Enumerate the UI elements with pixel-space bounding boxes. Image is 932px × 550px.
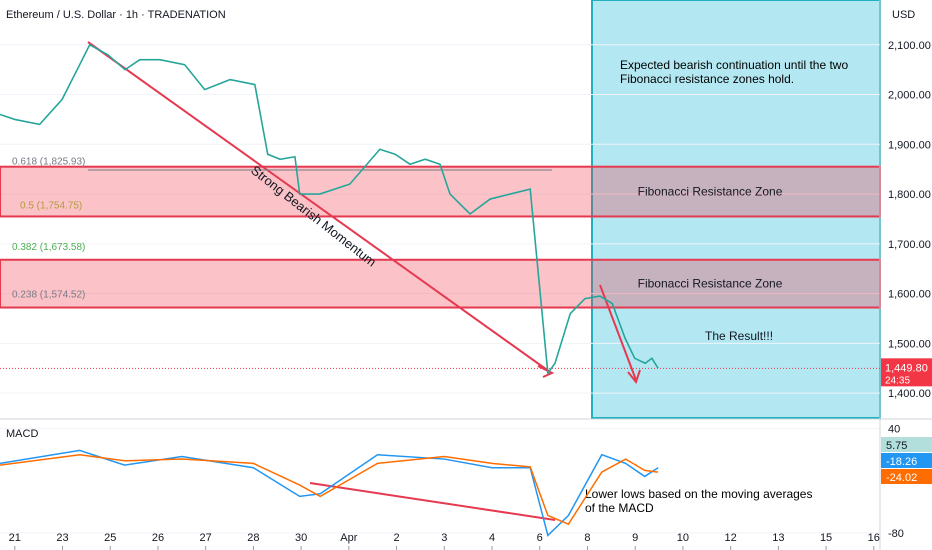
x-tick-label: 13 [772, 532, 784, 544]
y-tick-label: 2,100.00 [888, 40, 931, 52]
note: Expected bearish continuation until the … [620, 58, 849, 86]
x-tick-label: Apr [340, 532, 357, 544]
x-tick-label: 12 [725, 532, 737, 544]
y-tick-label: 1,400.00 [888, 388, 931, 400]
arrow [87, 41, 551, 373]
price-tag [881, 358, 932, 387]
x-tick-label: 21 [9, 532, 21, 544]
y-tick-label: 1,700.00 [888, 239, 931, 251]
fib-label: 0.618 (1,825.93) [12, 157, 85, 168]
fib-label: 0.5 (1,754.75) [20, 200, 82, 211]
projection-box [591, 0, 881, 419]
x-tick-label: 23 [56, 532, 68, 544]
x-tick-label: 9 [632, 532, 638, 544]
y-tick-label: 1,900.00 [888, 139, 931, 151]
title: Ethereum / U.S. Dollar · 1h · TRADENATIO… [6, 9, 226, 21]
price-tag-label: 1,449.80 [885, 362, 928, 374]
y-tick-label: 40 [888, 424, 900, 436]
fib-zone [0, 258, 881, 309]
value-tag-label: -18.26 [886, 456, 917, 468]
annotation: The Result!!! [705, 329, 773, 343]
x-tick-label: 25 [104, 532, 116, 544]
zone-label: Fibonacci Resistance Zone [638, 185, 783, 199]
x-tick-label: 26 [152, 532, 164, 544]
y-tick-label: 1,500.00 [888, 338, 931, 350]
y-tick-label: 2,000.00 [888, 90, 931, 102]
x-tick-label: 2 [394, 532, 400, 544]
macd-title: MACD [6, 428, 38, 440]
series-line [0, 449, 659, 537]
x-tick-label: 8 [584, 532, 590, 544]
x-tick-label: 30 [295, 532, 307, 544]
arrow-head [537, 365, 555, 378]
arrow [309, 482, 556, 521]
series-line [0, 453, 659, 526]
x-tick-label: 3 [441, 532, 447, 544]
value-tag [881, 437, 932, 452]
x-tick-label: 15 [820, 532, 832, 544]
fib-label: 0.382 (1,673.58) [12, 242, 85, 253]
x-tick-label: 28 [247, 532, 259, 544]
fib-zone [0, 165, 881, 218]
fib-label: 0.238 (1,574.52) [12, 290, 85, 301]
note-text: Expected bearish continuation until the … [620, 58, 849, 86]
note-text: Lower lows based on the moving averages … [585, 487, 813, 515]
arrow-head [627, 369, 641, 385]
y-tick-label: 1,600.00 [888, 289, 931, 301]
countdown: 24:35 [885, 375, 910, 386]
x-tick-label: 10 [677, 532, 689, 544]
x-tick-label: 4 [489, 532, 495, 544]
x-tick-label: 6 [537, 532, 543, 544]
x-tick-label: 16 [868, 532, 880, 544]
note: Lower lows based on the moving averages … [585, 487, 813, 515]
zone-label: Fibonacci Resistance Zone [638, 277, 783, 291]
value-tag-label: 5.75 [886, 440, 907, 452]
series-line [0, 43, 659, 376]
y-tick-label: -80 [888, 528, 904, 540]
value-tag [881, 469, 932, 484]
value-tag-label: -24.02 [886, 472, 917, 484]
y-tick-label: 1,800.00 [888, 189, 931, 201]
x-tick-label: 27 [200, 532, 212, 544]
currency: USD [892, 9, 915, 21]
arrow [599, 284, 637, 381]
value-tag [881, 453, 932, 468]
